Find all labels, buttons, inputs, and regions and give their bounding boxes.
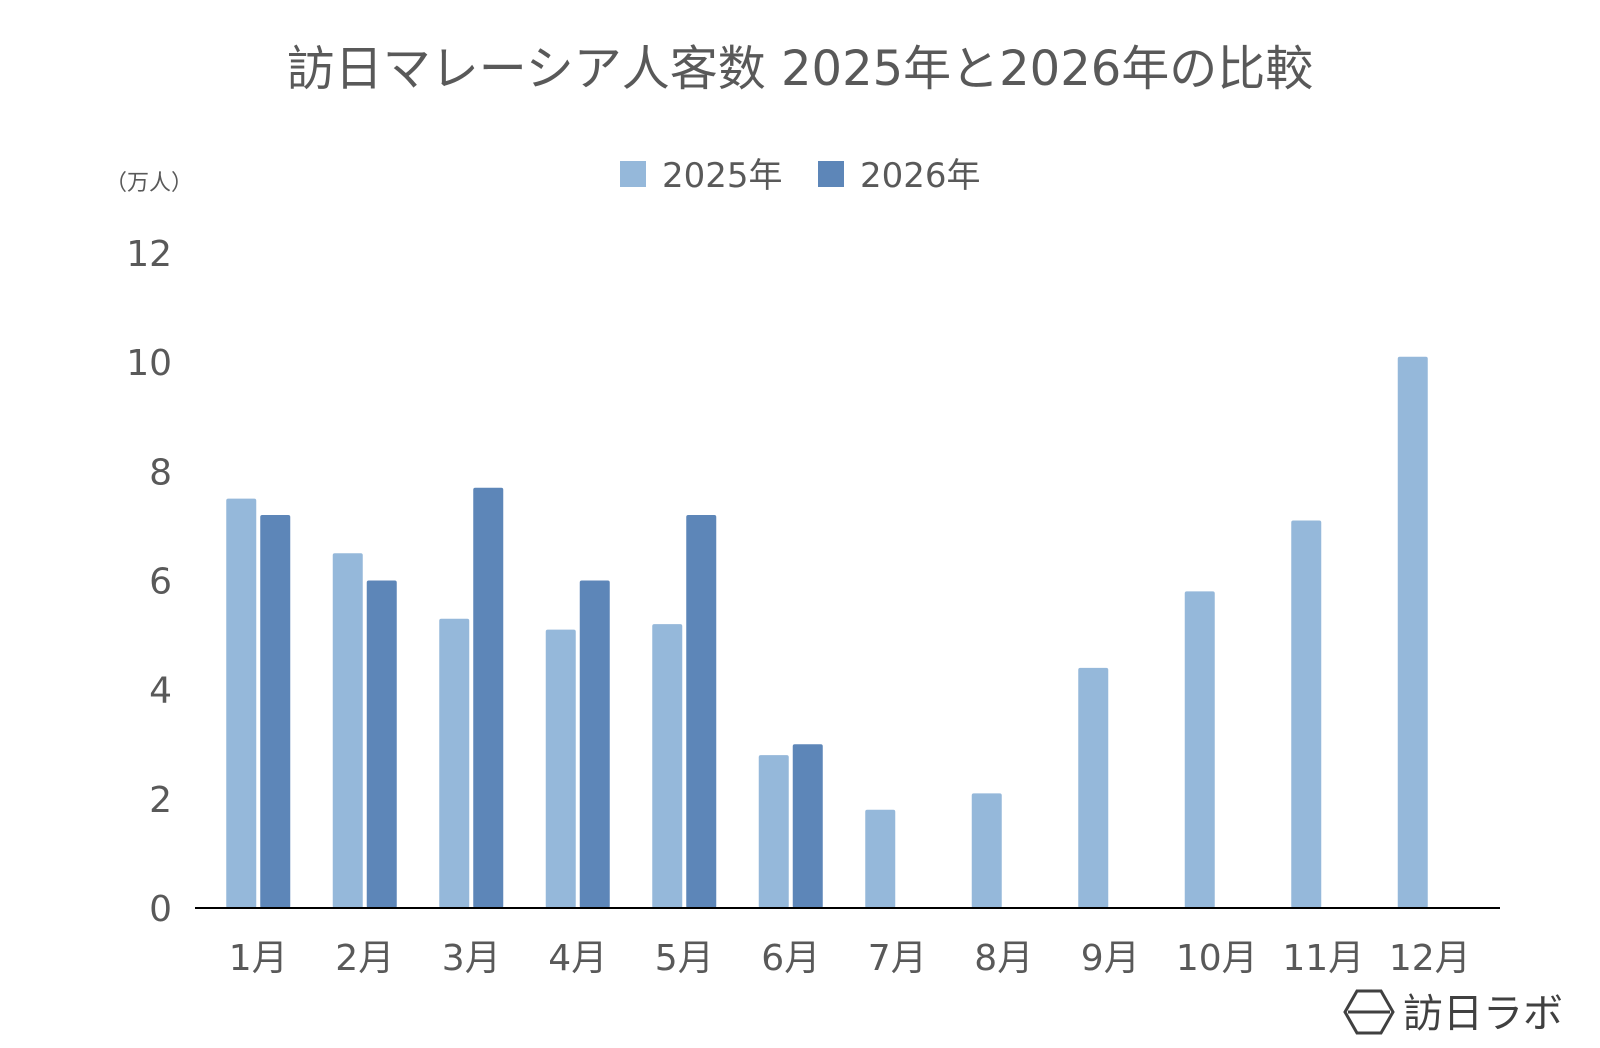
bar-2026年-2月 (366, 580, 397, 908)
x-tick-label: 5月 (655, 938, 714, 979)
y-tick-label: 8 (149, 452, 172, 493)
x-tick-label: 1月 (229, 938, 288, 979)
bar-2026年-5月 (686, 515, 717, 908)
bar-2025年-12月 (1397, 356, 1428, 908)
bar-2025年-1月 (226, 498, 257, 908)
y-axis-ticks: 0 2 4 6 8 10 12 (126, 234, 172, 930)
x-tick-label: 7月 (868, 938, 927, 979)
bar-2025年-6月 (758, 755, 789, 908)
bar-2026年-3月 (473, 487, 504, 908)
bar-2025年-3月 (439, 618, 470, 908)
y-tick-label: 6 (149, 562, 172, 603)
bar-2025年-7月 (865, 809, 896, 908)
hexagon-logo-icon (1343, 989, 1395, 1035)
x-tick-label: 12月 (1389, 938, 1471, 979)
legend-label-2026: 2026年 (860, 156, 981, 196)
x-tick-label: 9月 (1081, 938, 1140, 979)
legend: 2025年 2026年 (620, 156, 981, 196)
bar-2025年-4月 (545, 629, 576, 908)
bar-2025年-9月 (1078, 667, 1109, 908)
x-tick-label: 2月 (335, 938, 394, 979)
x-tick-label: 4月 (548, 938, 607, 979)
bars (226, 356, 1428, 908)
legend-label-2025: 2025年 (662, 156, 783, 196)
y-tick-label: 4 (149, 671, 172, 712)
y-axis-unit: （万人） (105, 171, 193, 196)
bar-2025年-5月 (652, 624, 683, 908)
x-tick-label: 11月 (1282, 938, 1364, 979)
y-tick-label: 0 (149, 889, 172, 930)
y-tick-label: 10 (126, 343, 172, 384)
legend-swatch-2026 (818, 161, 844, 187)
bar-2025年-11月 (1291, 520, 1322, 908)
x-tick-label: 8月 (974, 938, 1033, 979)
y-tick-label: 2 (149, 780, 172, 821)
x-axis-ticks: 1月 2月 3月 4月 5月 6月 7月 8月 9月 10月 11月 12月 (229, 938, 1471, 979)
bar-2025年-2月 (332, 553, 363, 908)
x-tick-label: 10月 (1176, 938, 1258, 979)
bar-2025年-10月 (1184, 591, 1215, 908)
chart-title: 訪日マレーシア人客数 2025年と2026年の比較 (287, 41, 1314, 97)
bar-2026年-4月 (579, 580, 610, 908)
x-tick-label: 3月 (442, 938, 501, 979)
bar-2025年-8月 (971, 793, 1002, 908)
bar-2026年-1月 (260, 515, 291, 908)
brand: 訪日ラボ (1343, 989, 1563, 1037)
bar-2026年-6月 (792, 744, 823, 908)
y-tick-label: 12 (126, 234, 172, 275)
x-tick-label: 6月 (761, 938, 820, 979)
legend-swatch-2025 (620, 161, 646, 187)
brand-name: 訪日ラボ (1403, 991, 1563, 1037)
